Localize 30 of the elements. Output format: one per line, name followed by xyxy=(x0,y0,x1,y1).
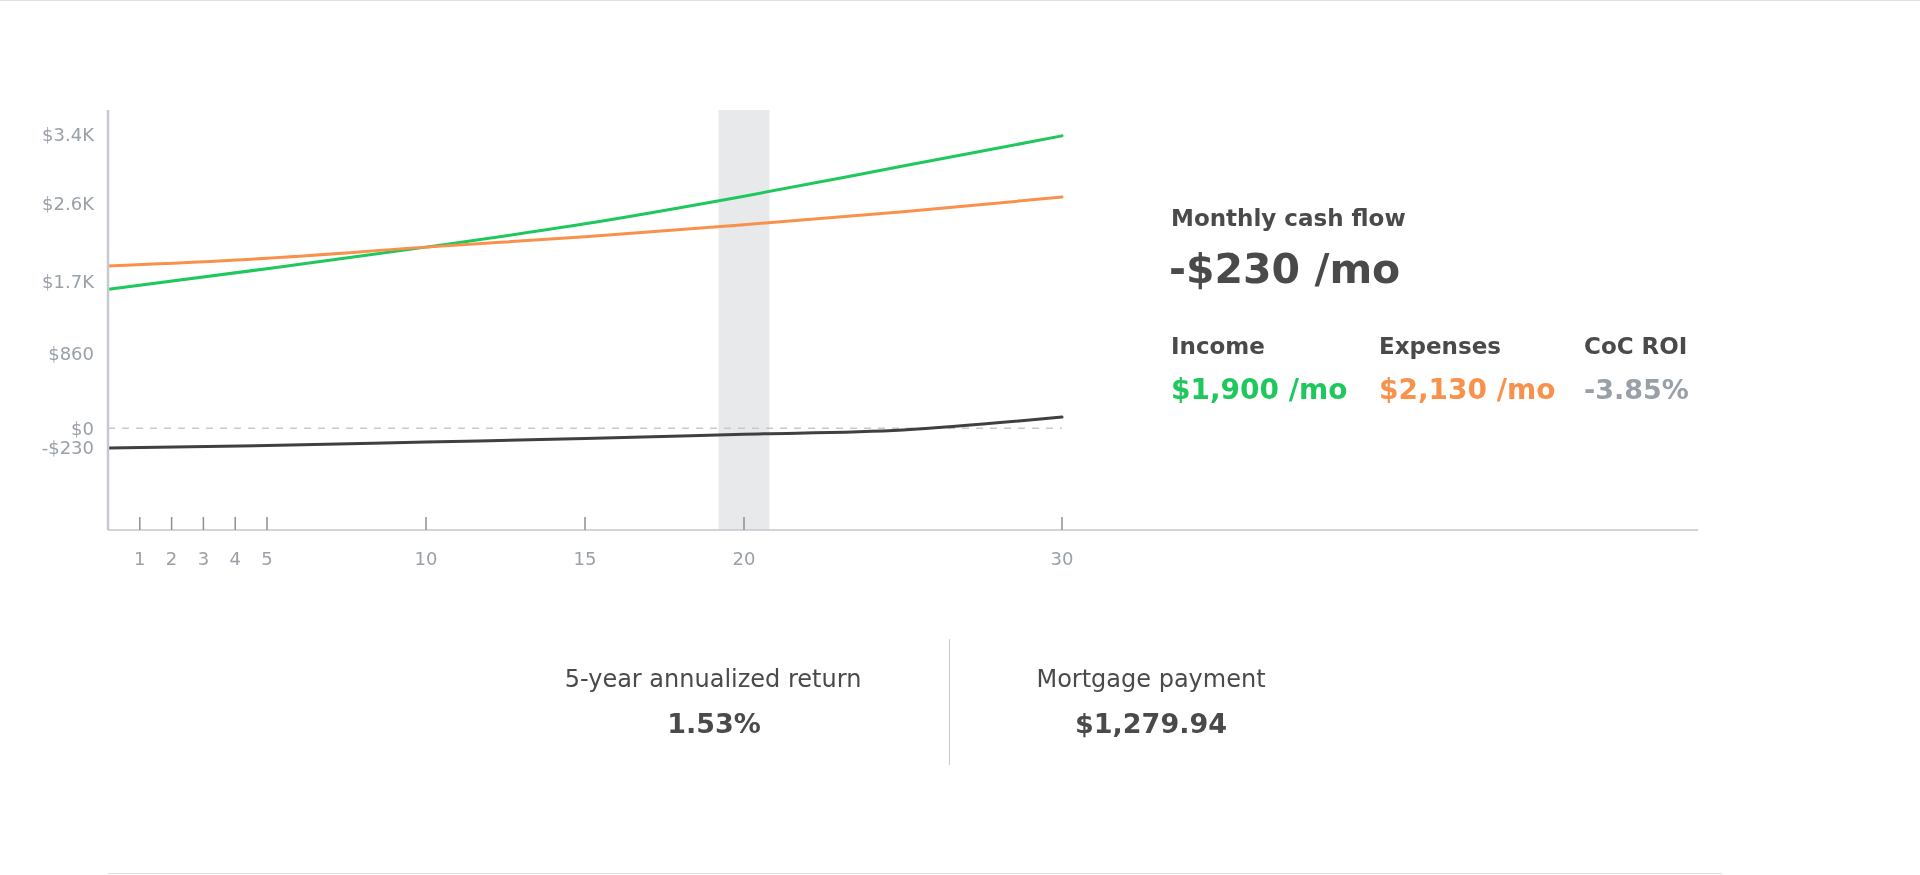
annotation: Income xyxy=(1171,332,1265,360)
annotation: Expenses xyxy=(1379,332,1501,360)
y-tick-label: $2.6K xyxy=(42,193,96,215)
line-series xyxy=(108,195,1064,268)
x-tick-label: 4 xyxy=(229,547,241,569)
y-tick-label: $0 xyxy=(71,417,94,439)
y-tick-label: $860 xyxy=(48,343,94,365)
annotation: CoC ROI xyxy=(1584,332,1688,360)
annotation: $2,130 /mo xyxy=(1379,372,1556,407)
x-tick-label: 15 xyxy=(573,547,597,569)
annotation: Monthly cash flow xyxy=(1171,204,1406,232)
y-tick-label: $1.7K xyxy=(42,271,96,293)
text: 5-year annualized return xyxy=(564,665,862,694)
x-tick-label: 10 xyxy=(414,547,438,569)
line-series xyxy=(108,134,1064,291)
line-series xyxy=(108,415,1064,450)
text: Mortgage payment xyxy=(1036,665,1266,694)
y-tick-label: -$230 xyxy=(41,437,94,459)
annotation: -$230 /mo xyxy=(1169,245,1401,294)
x-tick-label: 1 xyxy=(134,547,146,569)
x-tick-label: 20 xyxy=(732,547,756,569)
x-tick-label: 30 xyxy=(1050,547,1074,569)
annotation: $1,900 /mo xyxy=(1171,372,1348,407)
x-tick-label: 2 xyxy=(165,547,178,569)
y-tick-label: $3.4K xyxy=(42,124,96,146)
x-tick-label: 5 xyxy=(261,547,273,569)
text: 1.53% xyxy=(667,708,761,740)
annotation: -3.85% xyxy=(1584,374,1689,406)
x-tick-label: 3 xyxy=(197,547,210,569)
text: $1,279.94 xyxy=(1074,708,1228,740)
